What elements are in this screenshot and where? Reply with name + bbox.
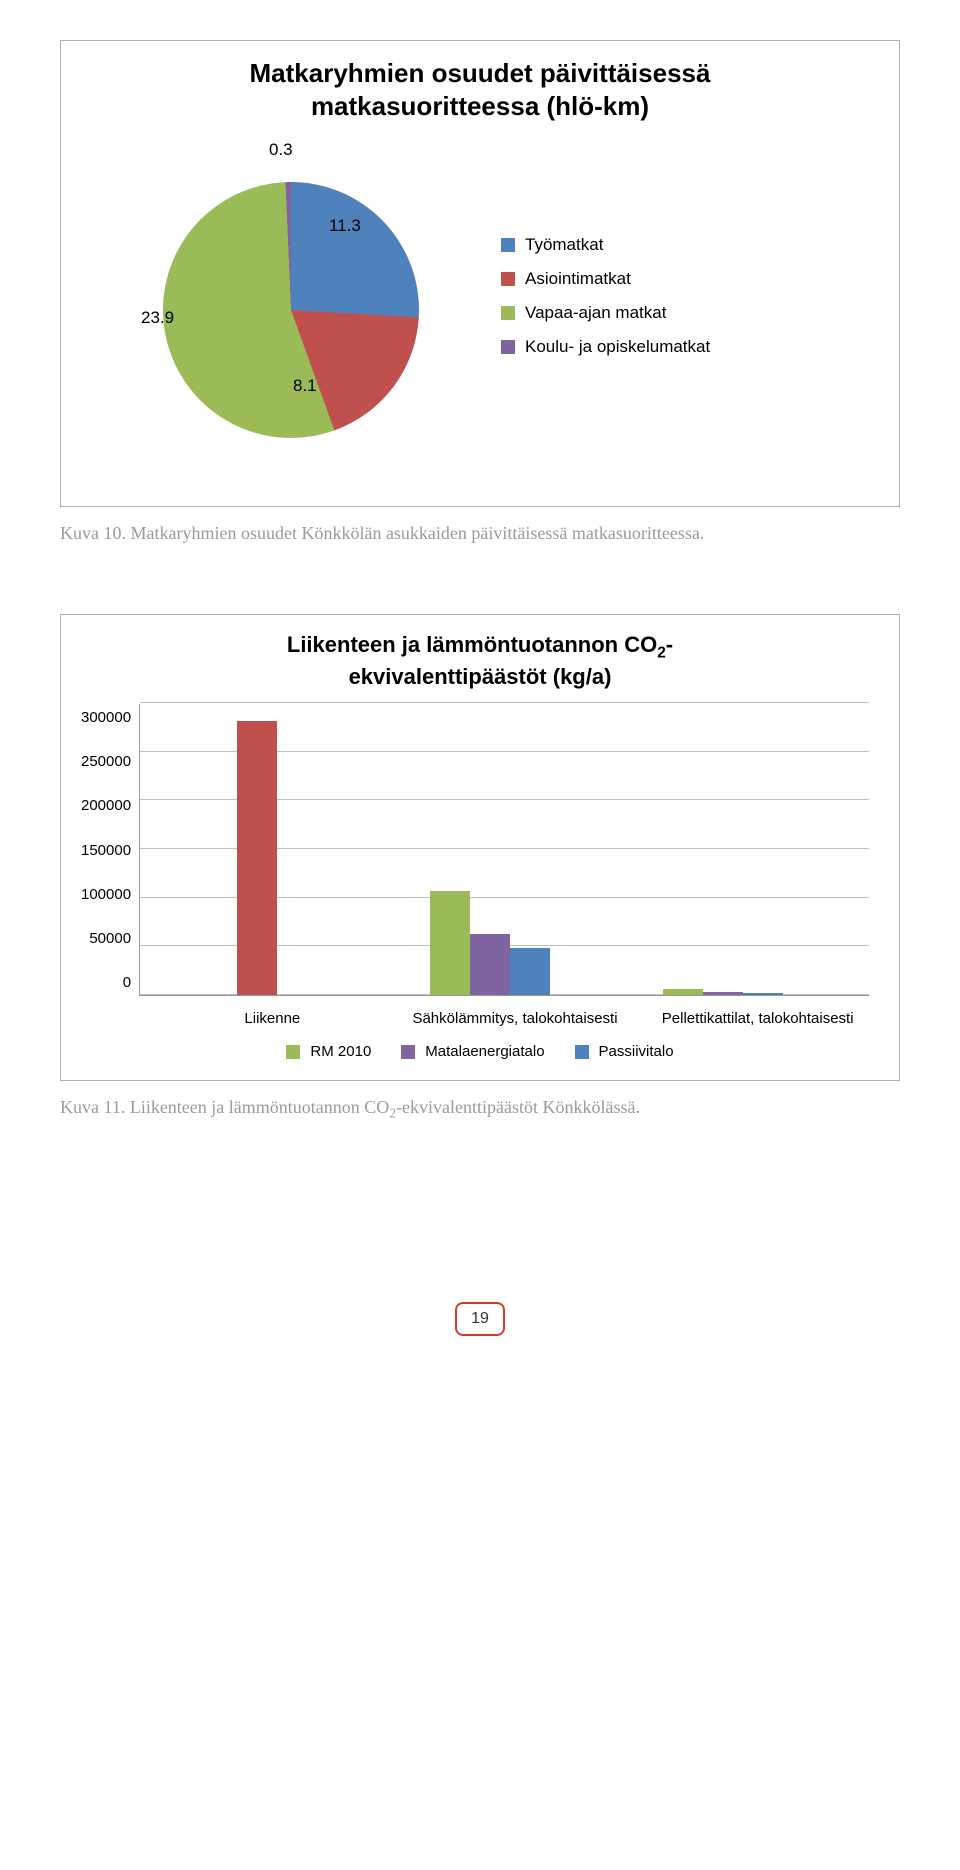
legend-label: Passiivitalo (599, 1043, 674, 1060)
pie-circle (163, 182, 419, 438)
bar (703, 992, 743, 995)
legend-label: RM 2010 (310, 1043, 371, 1060)
page-number-wrap: 19 (60, 1302, 900, 1336)
pie-data-label: 8.1 (293, 376, 317, 396)
bar-legend-item: Matalaenergiatalo (401, 1043, 544, 1060)
bar (743, 993, 783, 996)
x-category-label: Liikenne (151, 1010, 394, 1027)
pie-chart-box: Matkaryhmien osuudet päivittäisessä matk… (60, 40, 900, 507)
y-tick-label: 50000 (89, 931, 131, 946)
page-number: 19 (455, 1302, 505, 1336)
caption2-sub: 2 (389, 1106, 396, 1121)
y-tick-label: 0 (123, 975, 131, 990)
pie-title-line2: matkasuoritteessa (hlö-km) (311, 91, 649, 121)
y-tick-label: 100000 (81, 887, 131, 902)
gridline (140, 702, 869, 703)
bar-title-l2: ekvivalenttipäästöt (kg/a) (349, 664, 612, 689)
figure-caption-11: Kuva 11. Liikenteen ja lämmöntuotannon C… (60, 1097, 900, 1122)
legend-swatch (401, 1045, 415, 1059)
bar (470, 934, 510, 995)
legend-swatch (501, 272, 515, 286)
pie-body: 0.3 11.3 8.1 23.9 Työmatkat Asiointimatkat Va… (81, 136, 879, 486)
pie-data-label: 0.3 (269, 140, 293, 160)
legend-swatch (501, 238, 515, 252)
legend-swatch (286, 1045, 300, 1059)
bar-title-l1a: Liikenteen ja lämmöntuotannon CO (287, 632, 657, 657)
x-axis-labels: LiikenneSähkölämmitys, talokohtaisestiPe… (81, 1010, 879, 1027)
pie-data-label: 11.3 (329, 216, 361, 236)
pie-data-label: 23.9 (141, 308, 174, 328)
bar-area: 300000 250000 200000 150000 100000 50000 0 (81, 704, 879, 1002)
y-tick-label: 250000 (81, 754, 131, 769)
pie-legend-item: Vapaa-ajan matkat (501, 303, 710, 323)
legend-swatch (575, 1045, 589, 1059)
bar-title-sub: 2 (657, 644, 666, 661)
pie-legend-item: Työmatkat (501, 235, 710, 255)
pie-legend-item: Asiointimatkat (501, 269, 710, 289)
bar-title: Liikenteen ja lämmöntuotannon CO2- ekviv… (81, 631, 879, 690)
bar (430, 891, 470, 995)
legend-swatch (501, 340, 515, 354)
legend-label: Asiointimatkat (525, 269, 631, 289)
pie-title-line1: Matkaryhmien osuudet päivittäisessä (250, 58, 711, 88)
figure-caption-10: Kuva 10. Matkaryhmien osuudet Könkkölän … (60, 523, 900, 544)
bar-chart-box: Liikenteen ja lämmöntuotannon CO2- ekviv… (60, 614, 900, 1081)
bar-legend: RM 2010 Matalaenergiatalo Passiivitalo (81, 1043, 879, 1060)
bar-legend-item: Passiivitalo (575, 1043, 674, 1060)
x-category-label: Pellettikattilat, talokohtaisesti (636, 1010, 879, 1027)
legend-label: Koulu- ja opiskelumatkat (525, 337, 710, 357)
y-tick-label: 300000 (81, 710, 131, 725)
bar (237, 721, 277, 995)
y-axis: 300000 250000 200000 150000 100000 50000 0 (81, 710, 139, 990)
y-tick-label: 200000 (81, 798, 131, 813)
legend-label: Työmatkat (525, 235, 603, 255)
bar-title-l1c: - (666, 632, 673, 657)
legend-label: Vapaa-ajan matkat (525, 303, 666, 323)
legend-swatch (501, 306, 515, 320)
bar (663, 989, 703, 995)
pie-zone: 0.3 11.3 8.1 23.9 (141, 136, 461, 456)
caption2-c: -ekvivalenttipäästöt Könkkölässä. (396, 1097, 640, 1117)
pie-title: Matkaryhmien osuudet päivittäisessä matk… (81, 57, 879, 122)
pie-legend: Työmatkat Asiointimatkat Vapaa-ajan matkat… (501, 235, 710, 357)
bar-plot (139, 704, 869, 996)
legend-label: Matalaenergiatalo (425, 1043, 544, 1060)
caption2-a: Kuva 11. Liikenteen ja lämmöntuotannon C… (60, 1097, 389, 1117)
bar-legend-item: RM 2010 (286, 1043, 371, 1060)
x-category-label: Sähkölämmitys, talokohtaisesti (394, 1010, 637, 1027)
pie-legend-item: Koulu- ja opiskelumatkat (501, 337, 710, 357)
y-tick-label: 150000 (81, 843, 131, 858)
bar (510, 948, 550, 995)
